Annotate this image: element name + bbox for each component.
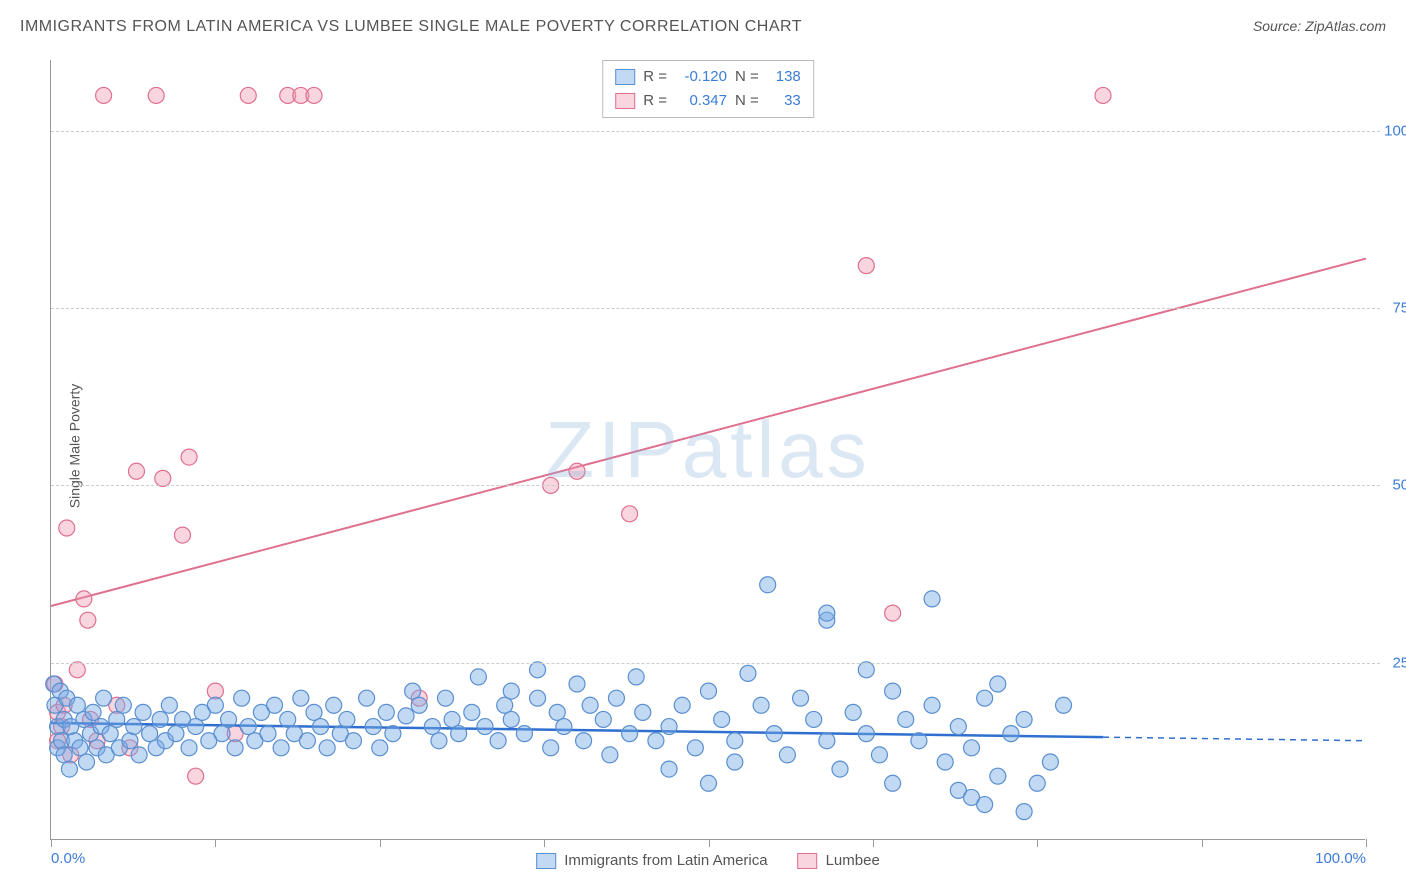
legend-item-series1: Immigrants from Latin America [536, 852, 767, 869]
chart-title: IMMIGRANTS FROM LATIN AMERICA VS LUMBEE … [20, 18, 802, 36]
legend-item-series2: Lumbee [798, 852, 880, 869]
chart-plot-area: ZIPatlas R = -0.120 N = 138 R = 0.347 N … [50, 60, 1365, 840]
scatter-plot-svg [51, 60, 1365, 839]
correlation-stats-box: R = -0.120 N = 138 R = 0.347 N = 33 [602, 60, 814, 118]
swatch-series2 [615, 93, 635, 109]
r-value-series1: -0.120 [675, 65, 727, 89]
y-tick-label: 100.0% [1384, 122, 1406, 139]
legend-swatch-series1 [536, 853, 556, 869]
x-tick-label: 100.0% [1315, 850, 1366, 867]
y-tick-label: 50.0% [1392, 477, 1406, 494]
r-value-series2: 0.347 [675, 89, 727, 113]
y-tick-label: 25.0% [1392, 654, 1406, 671]
stats-row-series1: R = -0.120 N = 138 [615, 65, 801, 89]
legend-label-series2: Lumbee [826, 852, 880, 869]
stats-row-series2: R = 0.347 N = 33 [615, 89, 801, 113]
x-tick-label: 0.0% [51, 850, 85, 867]
source-attribution: Source: ZipAtlas.com [1253, 18, 1386, 34]
swatch-series1 [615, 69, 635, 85]
n-value-series2: 33 [767, 89, 801, 113]
legend-swatch-series2 [798, 853, 818, 869]
n-value-series1: 138 [767, 65, 801, 89]
bottom-legend: Immigrants from Latin America Lumbee [536, 852, 880, 869]
legend-label-series1: Immigrants from Latin America [564, 852, 767, 869]
y-tick-label: 75.0% [1392, 300, 1406, 317]
